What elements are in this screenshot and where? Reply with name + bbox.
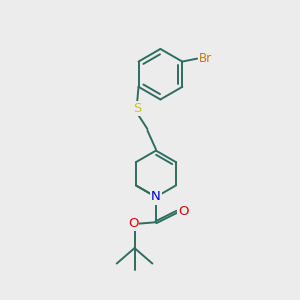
Text: N: N: [151, 190, 161, 203]
Text: O: O: [178, 205, 188, 218]
Text: O: O: [128, 217, 138, 230]
Text: S: S: [133, 102, 141, 115]
Text: Br: Br: [199, 52, 212, 65]
